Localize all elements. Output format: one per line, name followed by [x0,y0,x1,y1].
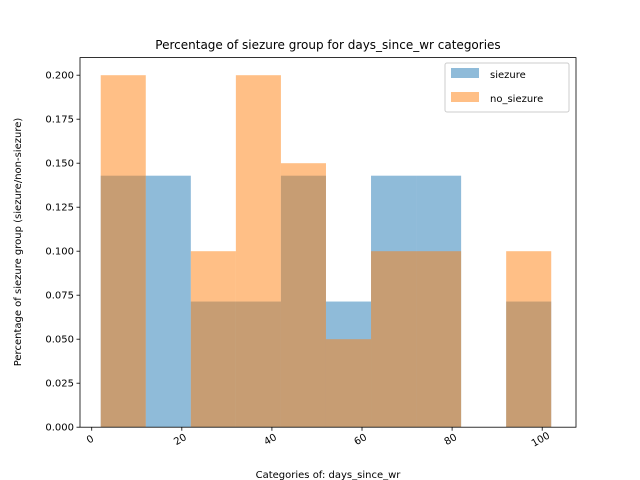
x-axis-ticks: 0 20 40 60 80 100 [85,427,552,450]
y-tick-label: 0.000 [45,423,74,434]
x-tick-label: 40 [262,432,279,448]
legend: siezure no_siezure [444,62,570,113]
y-tick-label: 0.100 [45,247,74,258]
bars-group [100,75,552,428]
x-tick-label: 80 [443,432,460,448]
x-tick-label: 0 [85,434,96,447]
y-axis-label: Percentage of siezure group (siezure/non… [13,118,24,367]
x-tick-label: 60 [352,432,369,448]
legend-swatch-siezure [451,68,479,78]
bar-no-siezure-2 [190,251,236,428]
bar-no-siezure-3 [235,75,281,428]
legend-label-no-siezure: no_siezure [490,94,543,105]
bar-no-siezure-4 [280,163,326,428]
x-axis-label: Categories of: days_since_wr [256,470,402,480]
chart-title: Percentage of siezure group for days_sin… [155,38,500,52]
bar-no-siezure-9 [506,251,552,428]
y-tick-label: 0.025 [45,379,74,390]
plot-frame [79,57,577,428]
x-tick-label: 20 [172,432,189,448]
y-tick-label: 0.050 [45,335,74,346]
y-axis-ticks: 0.000 0.025 0.050 0.075 0.100 0.125 0.150 0.175… [45,71,80,434]
bar-no-siezure-7 [416,251,462,428]
bar-no-siezure-0 [100,75,146,428]
bar-siezure-1 [145,175,191,428]
legend-swatch-no-siezure [451,92,479,102]
legend-label-siezure: siezure [490,70,526,81]
y-tick-label: 0.200 [45,71,74,82]
y-tick-label: 0.150 [45,159,74,170]
bar-no-siezure-5 [325,339,372,428]
x-tick-label: 100 [530,430,552,449]
y-tick-label: 0.075 [45,291,74,302]
y-tick-label: 0.125 [45,203,74,214]
bar-no-siezure-6 [371,251,417,428]
y-tick-label: 0.175 [45,115,74,126]
